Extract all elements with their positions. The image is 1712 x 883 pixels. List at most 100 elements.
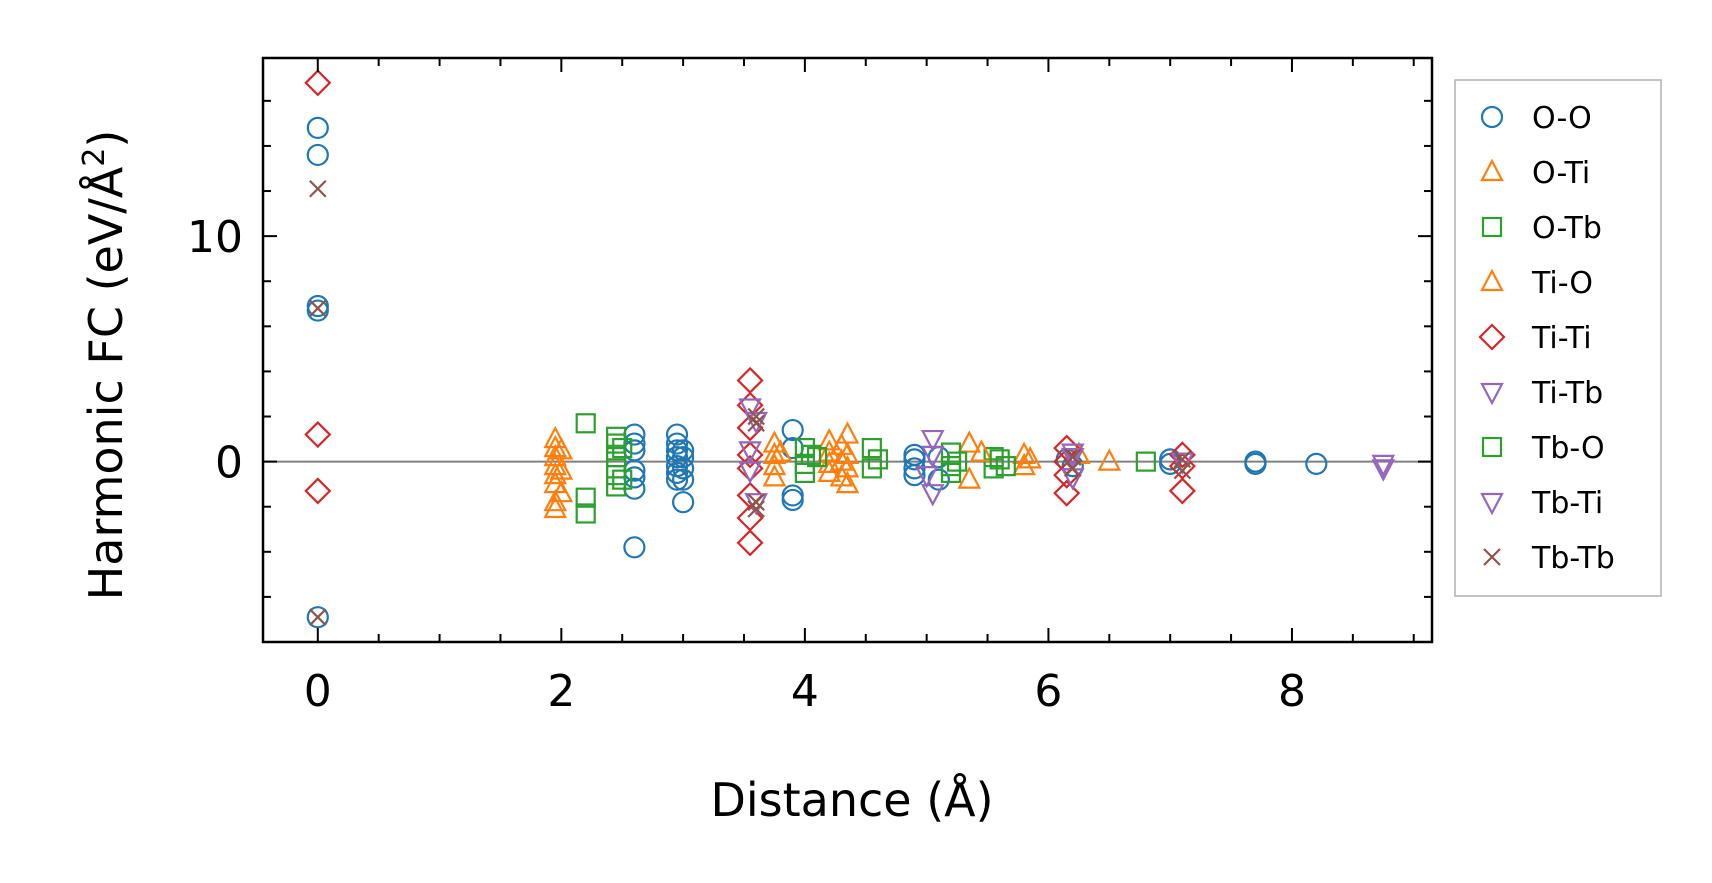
legend-marker <box>1480 492 1504 516</box>
data-point <box>969 439 994 462</box>
data-point <box>1173 461 1192 480</box>
data-point <box>861 437 882 459</box>
data-point <box>762 464 787 487</box>
data-point <box>920 445 945 469</box>
data-point <box>665 446 689 469</box>
data-point <box>1060 443 1085 466</box>
data-point <box>606 465 627 486</box>
data-point <box>306 143 329 167</box>
data-point <box>800 444 822 465</box>
data-point <box>304 421 332 449</box>
data-point <box>575 503 596 524</box>
data-point <box>903 457 926 480</box>
data-point <box>665 461 689 484</box>
data-point <box>829 464 854 487</box>
legend-label: Ti-O <box>1531 266 1593 301</box>
legend-entry: Tb-O <box>1481 431 1605 466</box>
legend-label: Tb-O <box>1531 431 1605 466</box>
y-axis-label-main: Harmonic FC (eV/Å <box>79 166 133 600</box>
data-point <box>575 487 596 508</box>
legend-marker <box>1478 323 1506 351</box>
data-point <box>306 299 329 322</box>
data-point <box>1168 441 1196 469</box>
data-point <box>1060 448 1085 471</box>
data-point <box>1053 479 1081 507</box>
data-point <box>1371 454 1396 478</box>
x-tick-label: 0 <box>304 666 332 717</box>
data-point <box>665 468 689 491</box>
data-point <box>903 464 926 487</box>
data-point <box>768 439 793 462</box>
x-tick-label: 4 <box>791 666 819 717</box>
y-axis-label-superscript: 2 <box>77 148 112 167</box>
data-point <box>1135 451 1156 472</box>
data-point <box>543 495 568 519</box>
data-point <box>903 448 926 471</box>
data-point <box>736 529 764 557</box>
legend-marker <box>1480 105 1504 129</box>
data-point <box>762 441 787 464</box>
series-ti-tb <box>738 398 1396 507</box>
legend: O-O O-Ti O-Tb Ti-O Ti-Ti Ti-Tb Tb-O Tb-Ti Tb-Tb <box>1454 79 1662 597</box>
data-point <box>606 476 627 497</box>
legend-marker <box>1480 382 1504 406</box>
data-point <box>672 468 695 491</box>
data-point <box>747 493 765 511</box>
data-point <box>738 461 762 484</box>
data-point <box>817 427 842 451</box>
series-tb-tb <box>309 180 1192 626</box>
data-point <box>747 407 765 426</box>
data-point <box>738 441 762 464</box>
x-tick-label: 6 <box>1034 666 1062 717</box>
axes <box>261 56 1434 644</box>
data-point <box>306 116 329 139</box>
legend-entry: Tb-Ti <box>1480 486 1603 521</box>
series-o-o <box>306 116 1328 629</box>
plot-frame <box>261 56 1434 644</box>
data-point <box>665 432 689 455</box>
data-point <box>549 479 574 503</box>
series-o-ti <box>543 421 1122 519</box>
data-point <box>306 606 329 629</box>
legend-label: Ti-Tb <box>1531 376 1603 411</box>
data-point <box>747 414 765 433</box>
legend-entry: O-Ti <box>1480 156 1590 191</box>
data-point <box>957 466 982 489</box>
data-point <box>1097 448 1122 471</box>
ticks <box>263 58 1432 642</box>
data-point <box>672 491 695 514</box>
series-tb-o <box>612 437 1016 490</box>
data-point <box>672 457 695 480</box>
data-point <box>1168 477 1196 505</box>
data-point <box>606 426 627 447</box>
x-axis-label: Distance (Å) <box>710 773 993 827</box>
data-point <box>957 430 982 453</box>
tick-labels: 0 2 4 6 8 0 10 <box>187 212 1306 717</box>
data-point <box>989 449 1010 470</box>
data-point <box>995 456 1016 477</box>
data-point <box>835 470 860 494</box>
legend-entry: Ti-Tb <box>1480 376 1603 411</box>
data-point <box>736 441 764 469</box>
data-point <box>736 366 764 394</box>
data-point <box>606 433 627 454</box>
data-point <box>940 462 962 483</box>
data-point <box>665 423 689 446</box>
data-point <box>781 418 804 442</box>
legend-entry: Tb-Tb <box>1483 541 1615 576</box>
legend-label: O-Tb <box>1532 211 1602 246</box>
data-point <box>920 484 945 507</box>
legend-entry: O-O <box>1480 101 1592 136</box>
data-point <box>543 461 568 485</box>
legend-marker <box>1481 216 1503 238</box>
data-point <box>806 447 828 468</box>
data-point <box>927 468 950 491</box>
data-point <box>946 451 968 472</box>
data-point <box>1305 452 1328 475</box>
legend-marker <box>1480 268 1504 292</box>
series-ti-o <box>549 432 1042 503</box>
legend-entry: Ti-O <box>1480 266 1593 301</box>
data-point <box>747 500 765 518</box>
data-point <box>309 180 327 198</box>
data-point <box>306 294 329 318</box>
